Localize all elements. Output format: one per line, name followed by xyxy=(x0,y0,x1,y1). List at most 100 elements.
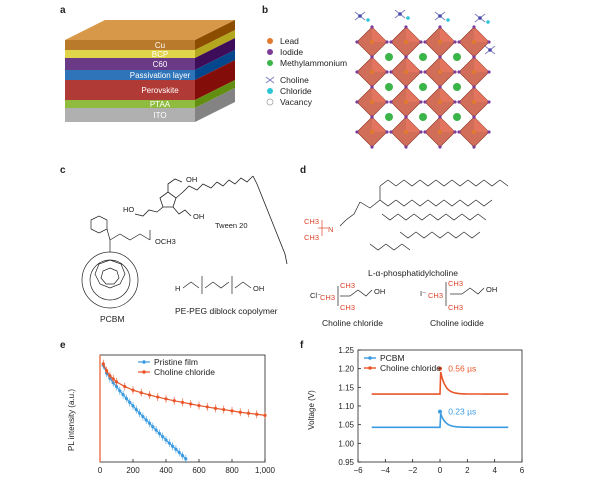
chart-f-ytick: 1.00 xyxy=(338,439,354,448)
pepeg-structure xyxy=(182,276,252,294)
ci-ch3-bot: CH3 xyxy=(448,303,463,312)
chart-f-ytick: 1.05 xyxy=(338,421,354,430)
data-point xyxy=(263,413,267,417)
data-point xyxy=(171,444,175,448)
methylammonium xyxy=(385,53,393,61)
layer-3: Passivation layer xyxy=(65,50,235,80)
cc-ch3-left: CH3 xyxy=(320,293,335,302)
data-point xyxy=(128,400,132,404)
chart-e-xtick: 600 xyxy=(192,466,206,475)
chart-f-xtick: 0 xyxy=(438,466,443,475)
chart-e-xtick: 800 xyxy=(225,466,239,475)
layer-4: Perovskite xyxy=(65,60,235,100)
octahedron xyxy=(355,25,389,59)
chart-e-xtick: 400 xyxy=(159,466,173,475)
pcbm-structure xyxy=(81,215,151,309)
molecules-d: CH3 CH3 N L-α-phosphatidylcholine Cl⁻ CH… xyxy=(304,179,509,328)
chart-f-xtick: 6 xyxy=(520,466,525,475)
lecithin-ch3-b: CH3 xyxy=(304,233,319,242)
methylammonium xyxy=(385,83,393,91)
panel-label-d: d xyxy=(300,165,307,176)
chloride xyxy=(486,20,490,24)
layer-label-6: ITO xyxy=(153,111,166,120)
data-point xyxy=(114,380,119,384)
data-point xyxy=(161,435,165,439)
layer-label-2: C60 xyxy=(153,60,168,69)
chart-e-xtick: 0 xyxy=(98,466,103,475)
legend-f-0: PCBM xyxy=(380,353,405,363)
layer-label-3: Passivation layer xyxy=(130,71,191,80)
pcbm-label: PCBM xyxy=(100,314,125,324)
legend-item-0: Lead xyxy=(267,36,299,46)
layer-1: BCP xyxy=(65,30,235,59)
chart-e-xtick: 200 xyxy=(126,466,140,475)
methylammonium xyxy=(453,83,461,91)
legend-item-3: Choline xyxy=(265,75,309,85)
choline-molecule xyxy=(434,11,446,21)
ci-oh: OH xyxy=(486,285,497,294)
lecithin-n: N xyxy=(328,225,333,234)
data-point xyxy=(156,395,160,399)
chart-f-xtick: −2 xyxy=(408,466,418,475)
chart-f-ytick: 1.10 xyxy=(338,402,354,411)
pepeg-h: H xyxy=(175,284,180,293)
data-point xyxy=(138,411,142,415)
lecithin-structure xyxy=(339,179,509,251)
octahedron xyxy=(423,55,457,89)
data-point xyxy=(184,457,188,461)
cc-ch3-top: CH3 xyxy=(340,281,355,290)
panel-label-b: b xyxy=(262,5,269,16)
octahedron xyxy=(389,25,423,59)
layer-5: PTAA xyxy=(65,80,235,109)
tween20-structure: HO OH OH xyxy=(123,175,288,265)
svg-text:Lead: Lead xyxy=(280,36,299,46)
methylammonium xyxy=(419,83,427,91)
legend-item-2: Methylammonium xyxy=(267,58,347,68)
ci-ch3-top: CH3 xyxy=(448,279,463,288)
panel-label-a: a xyxy=(60,5,66,16)
choline-molecule xyxy=(484,45,496,55)
methylammonium xyxy=(385,113,393,121)
panel-label-c: c xyxy=(60,165,66,176)
series-line-1 xyxy=(371,371,509,395)
chloride xyxy=(366,18,370,22)
data-point xyxy=(174,447,178,451)
choline-iodide-label: Choline iodide xyxy=(430,318,484,328)
octahedron xyxy=(457,55,491,89)
lecithin-label: L-α-phosphatidylcholine xyxy=(368,268,458,278)
data-point xyxy=(105,369,109,373)
methylammonium xyxy=(453,113,461,121)
data-point xyxy=(205,405,209,409)
data-point xyxy=(246,411,251,415)
series-line-0 xyxy=(371,413,509,429)
tween-ho: HO xyxy=(123,205,134,214)
svg-text:Iodide: Iodide xyxy=(280,47,303,57)
chart-f-ylabel: Voltage (V) xyxy=(307,390,316,430)
layer-label-4: Perovskite xyxy=(141,86,179,95)
lecithin-ch3-a: CH3 xyxy=(304,217,319,226)
choline-chloride-label: Choline chloride xyxy=(322,318,383,328)
data-point xyxy=(154,428,158,432)
layer-label-0: Cu xyxy=(155,41,165,50)
data-point xyxy=(180,454,185,458)
choline-molecule xyxy=(474,13,486,23)
data-point xyxy=(147,421,152,425)
data-point xyxy=(213,406,218,410)
molecules-c: HO OH OH Tween 20 OCH3 PCBM H OH PE-PEG … xyxy=(81,175,288,324)
data-point xyxy=(108,374,112,378)
choline-molecule xyxy=(394,10,406,19)
chloride xyxy=(446,18,450,22)
chart-f-ytick: 1.15 xyxy=(338,383,354,392)
legend-item-1: Iodide xyxy=(267,47,303,57)
cc-ch3-bot: CH3 xyxy=(340,303,355,312)
legend-e-0: Pristine film xyxy=(154,357,198,367)
chart-f-xtick: 2 xyxy=(465,466,470,475)
data-point xyxy=(164,397,168,401)
octahedron xyxy=(457,115,491,149)
legend-f-1: Choline chloride xyxy=(380,363,441,373)
octahedron xyxy=(423,115,457,149)
data-point xyxy=(134,407,138,412)
chart-e: PL intensity (a.u.) 0 200 400 600 800 1,000 Pr… xyxy=(67,354,276,475)
data-point xyxy=(255,412,259,416)
data-point xyxy=(222,407,226,412)
